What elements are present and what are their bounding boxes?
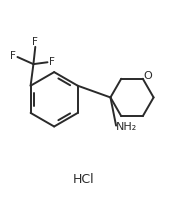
- Text: HCl: HCl: [72, 173, 94, 187]
- Text: F: F: [32, 37, 38, 47]
- Text: O: O: [143, 71, 152, 81]
- Text: F: F: [10, 51, 16, 61]
- Text: F: F: [49, 57, 55, 67]
- Text: NH₂: NH₂: [116, 121, 137, 131]
